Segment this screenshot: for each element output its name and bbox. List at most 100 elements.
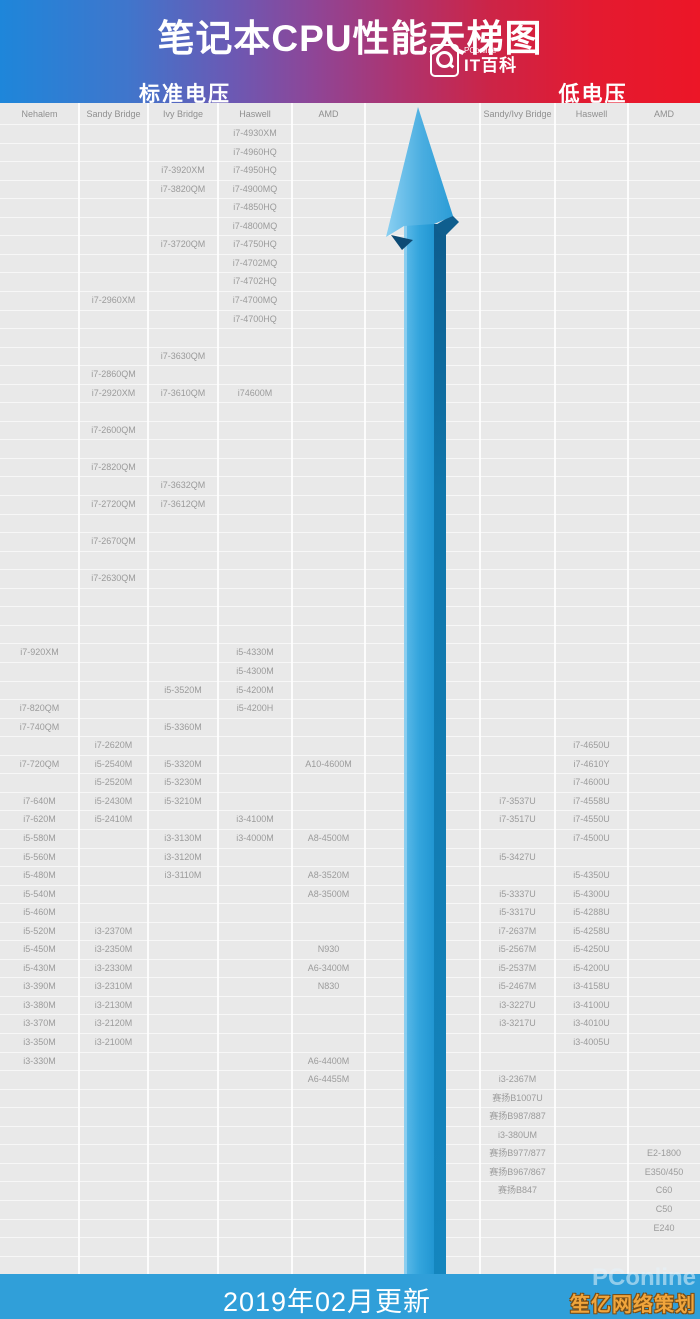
cpu-cell: C50: [655, 1203, 673, 1214]
cpu-cell: i7-4850HQ: [233, 202, 277, 213]
cpu-cell: i7-4600U: [573, 777, 610, 788]
column-divider: [291, 103, 293, 1274]
row-divider: [0, 402, 700, 404]
row-divider: [0, 569, 700, 571]
row-divider: [0, 179, 700, 181]
cpu-cell: i5-4258U: [573, 925, 610, 936]
row-divider: [0, 1088, 700, 1090]
row-divider: [0, 680, 700, 682]
row-divider: [0, 1199, 700, 1201]
magnifier-icon: [430, 43, 459, 77]
column-divider: [364, 103, 366, 1274]
cpu-cell: A6-4400M: [307, 1055, 350, 1066]
cpu-cell: i3-380UM: [497, 1129, 537, 1140]
cpu-cell: A8-3500M: [307, 888, 350, 899]
cpu-cell: i7-720QM: [19, 758, 60, 769]
row-divider: [0, 309, 700, 311]
row-divider: [0, 736, 700, 738]
cpu-cell: i3-4005U: [573, 1037, 610, 1047]
row-divider: [0, 439, 700, 441]
row-divider: [0, 346, 700, 348]
cpu-cell: i7-920XM: [20, 647, 59, 658]
cpu-cell: i7-4610Y: [573, 758, 610, 769]
section-label-low-voltage: 低电压: [558, 83, 628, 106]
row-divider: [0, 1107, 700, 1109]
row-divider: [0, 995, 700, 997]
cpu-cell: i5-4300M: [236, 666, 274, 676]
row-divider: [0, 977, 700, 979]
row-divider: [0, 457, 700, 459]
row-divider: [0, 1033, 700, 1034]
row-divider: [0, 365, 700, 367]
cpu-cell: 赛扬B1007U: [492, 1092, 543, 1103]
column-header: Haswell: [239, 109, 271, 119]
cpu-cell: i7-4900MQ: [232, 183, 278, 194]
column-divider: [217, 103, 219, 1274]
cpu-cell: i5-2467M: [498, 981, 537, 992]
cpu-cell: i3-330M: [23, 1055, 56, 1066]
cpu-cell: i74600M: [237, 387, 273, 398]
cpu-cell: i5-4200M: [236, 684, 274, 695]
page-title: 笔记本CPU性能天梯图: [157, 18, 543, 59]
cpu-cell: i7-4750HQ: [233, 239, 277, 250]
cpu-cell: i3-2310M: [94, 981, 133, 992]
cpu-cell: i7-4800MQ: [232, 220, 278, 231]
logo-brand-text: PConline: [464, 45, 497, 55]
cpu-cell: i5-3210M: [164, 795, 202, 806]
footer-bar: [0, 1274, 700, 1319]
row-divider: [0, 643, 700, 645]
cpu-cell: i3-4158U: [573, 981, 610, 992]
cpu-cell: i5-3520M: [164, 684, 202, 695]
cpu-cell: i5-4200H: [236, 703, 274, 714]
cpu-cell: i5-4330M: [236, 647, 274, 658]
column-divider: [479, 103, 481, 1274]
cpu-cell: i7-3517U: [499, 814, 536, 825]
cpu-cell: i3-4100M: [236, 814, 274, 825]
row-divider: [0, 940, 700, 942]
section-label-standard-voltage: 标准电压: [139, 83, 231, 106]
footer-update-text: 2019年02月更新: [222, 1287, 432, 1317]
column-header: Ivy Bridge: [162, 109, 204, 119]
cpu-cell: i5-430M: [23, 962, 56, 973]
cpu-cell: i3-380M: [23, 999, 56, 1010]
cpu-cell: i7-4500U: [573, 832, 610, 843]
watermark-pconline: PConline: [592, 1264, 697, 1291]
logo-sub-text: IT百科: [464, 55, 518, 75]
cpu-cell: i7-4702MQ: [232, 257, 278, 268]
cpu-cell: i5-520M: [23, 925, 56, 936]
cpu-cell: i5-4250U: [573, 944, 610, 955]
cpu-cell: N930: [317, 944, 340, 955]
cpu-cell: i3-390M: [23, 981, 56, 992]
row-divider: [0, 550, 700, 552]
cpu-cell: i5-3317U: [499, 907, 536, 918]
cpu-cell: i3-4010U: [573, 1018, 610, 1029]
watermark-site: 笙亿网络策划: [570, 1294, 696, 1316]
cpu-cell: i5-580M: [23, 832, 56, 843]
cpu-cell: i5-2540M: [94, 758, 133, 769]
row-divider: [0, 1255, 700, 1257]
cpu-cell: i5-4288U: [573, 907, 610, 918]
cpu-cell: i5-2567M: [498, 944, 537, 955]
cpu-cell: i7-2637M: [498, 925, 537, 936]
cpu-cell: i3-3217U: [499, 1018, 536, 1029]
cpu-cell: i3-2130M: [94, 999, 133, 1010]
cpu-cell: i3-2367M: [498, 1074, 537, 1085]
row-divider: [0, 1237, 700, 1238]
cpu-cell: A6-4455M: [307, 1074, 350, 1085]
row-divider: [0, 235, 700, 237]
row-divider: [0, 847, 700, 849]
cpu-cell: A8-4500M: [307, 832, 350, 843]
row-divider: [0, 1144, 700, 1146]
cpu-cell: i7-3610QM: [160, 387, 206, 398]
column-divider: [627, 103, 629, 1274]
cpu-cell: i7-2670QM: [91, 536, 136, 547]
cpu-cell: i7-4702HQ: [233, 276, 277, 287]
cpu-cell: i7-640M: [23, 795, 56, 806]
row-divider: [0, 383, 700, 385]
cpu-cell: i7-3630QM: [160, 350, 206, 361]
row-divider: [0, 142, 700, 144]
column-header: Nehalem: [21, 109, 58, 119]
cpu-cell: A8-3520M: [307, 870, 350, 880]
cpu-cell: i7-2600QM: [91, 424, 136, 435]
